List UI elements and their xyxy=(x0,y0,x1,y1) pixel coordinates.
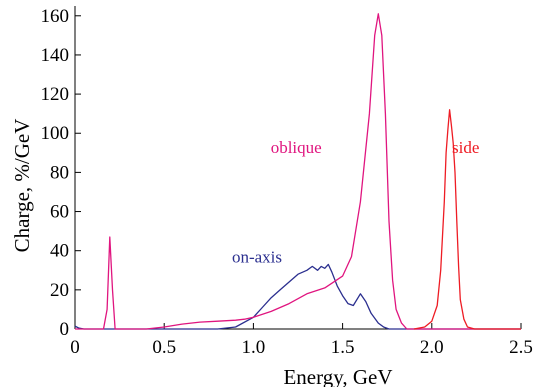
series-label-on-axis: on-axis xyxy=(232,247,282,266)
y-tick-label: 60 xyxy=(50,202,69,223)
y-tick-label: 0 xyxy=(60,319,70,340)
x-tick-label: 2.5 xyxy=(509,337,533,358)
x-tick-label: 2.0 xyxy=(420,337,444,358)
series-layer: on-axis oblique side xyxy=(74,13,521,330)
x-tick-label: 0 xyxy=(70,337,80,358)
y-tick-label: 120 xyxy=(41,84,70,105)
y-tick-label: 20 xyxy=(50,280,69,301)
series-line-oblique xyxy=(75,13,521,330)
x-tick-label: 0.5 xyxy=(152,337,176,358)
x-axis-title: Energy, GeV xyxy=(283,365,392,387)
axes: 0 0.5 1.0 1.5 2.0 2.5 0 20 40 60 80 100 120 140 160 xyxy=(41,6,533,358)
series-label-oblique: oblique xyxy=(271,138,322,157)
y-axis-title: Charge, %/GeV xyxy=(10,119,34,253)
series-line-side xyxy=(413,109,521,330)
y-tick-label: 140 xyxy=(41,45,70,66)
series-line-on-axis xyxy=(74,263,521,330)
y-tick-label: 160 xyxy=(41,6,70,27)
labels-layer: Energy, GeV Charge, %/GeV xyxy=(10,119,393,387)
x-tick-label: 1.5 xyxy=(331,337,355,358)
y-tick-label: 100 xyxy=(41,123,70,144)
y-tick-label: 80 xyxy=(50,162,69,183)
x-tick-label: 1.0 xyxy=(242,337,266,358)
series-label-side: side xyxy=(452,138,479,157)
y-tick-label: 40 xyxy=(50,241,69,262)
